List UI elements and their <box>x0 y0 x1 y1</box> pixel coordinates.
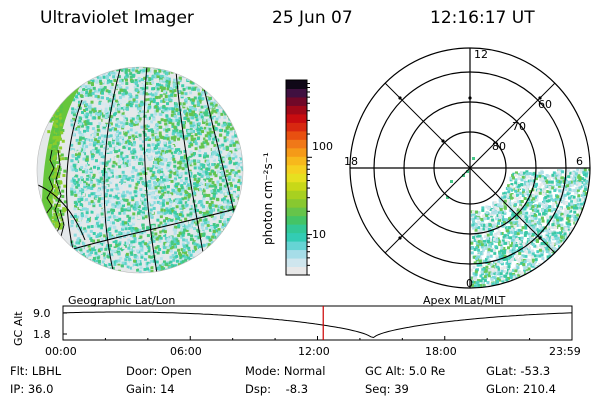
geographic-panel-label: Geographic Lat/Lon <box>68 294 176 307</box>
colorbar-unit-label: photon cm⁻²s⁻¹ <box>261 152 275 245</box>
time-label: 12:16:17 UT <box>430 8 535 28</box>
app-title: Ultraviolet Imager <box>40 8 194 28</box>
altitude-xtick-1800: 18:00 <box>425 345 457 358</box>
colorbar-tick-100: 100 <box>312 140 333 153</box>
altitude-xtick-0600: 06:00 <box>170 345 202 358</box>
mlat-label-60: 60 <box>538 98 552 111</box>
geographic-disk <box>36 66 244 274</box>
altitude-xtick-2359: 23:59 <box>549 345 581 358</box>
polar-plot <box>349 47 591 289</box>
colorbar-tick-10: 10 <box>312 228 326 241</box>
info-ip: IP: 36.0 <box>10 382 54 396</box>
polar-diagonal-2 <box>384 82 556 254</box>
info-dsp: Dsp: -8.3 <box>245 382 309 396</box>
altitude-ytick-1: 1.8 <box>33 328 51 341</box>
info-door: Door: Open <box>126 364 192 378</box>
info-gc-alt: GC Alt: 5.0 Re <box>365 364 446 378</box>
altitude-xtick-0000: 00:00 <box>45 345 77 358</box>
date-label: 25 Jun 07 <box>272 8 353 28</box>
mlat-label-80: 80 <box>492 140 506 153</box>
info-glon: GLon: 210.4 <box>486 382 556 396</box>
altitude-ytick-9: 9.0 <box>33 307 51 320</box>
info-gain: Gain: 14 <box>126 382 175 396</box>
mlat-label-70: 70 <box>512 120 526 133</box>
info-seq: Seq: 39 <box>365 382 409 396</box>
mlt-label-12: 12 <box>474 48 488 61</box>
info-mode: Mode: Normal <box>245 364 326 378</box>
altitude-ylabel: GC Alt <box>12 311 25 346</box>
altitude-curve <box>62 311 572 339</box>
mlt-label-6: 6 <box>576 155 583 168</box>
info-filter: Flt: LBHL <box>10 364 62 378</box>
geographic-grid <box>37 67 243 273</box>
mlt-label-0: 0 <box>466 277 473 290</box>
altitude-xtick-1200: 12:00 <box>298 345 330 358</box>
info-glat: GLat: -53.3 <box>486 364 551 378</box>
altitude-plot <box>62 305 573 341</box>
apex-panel-label: Apex MLat/MLT <box>423 294 506 307</box>
colorbar <box>285 79 312 276</box>
mlt-label-18: 18 <box>344 155 358 168</box>
